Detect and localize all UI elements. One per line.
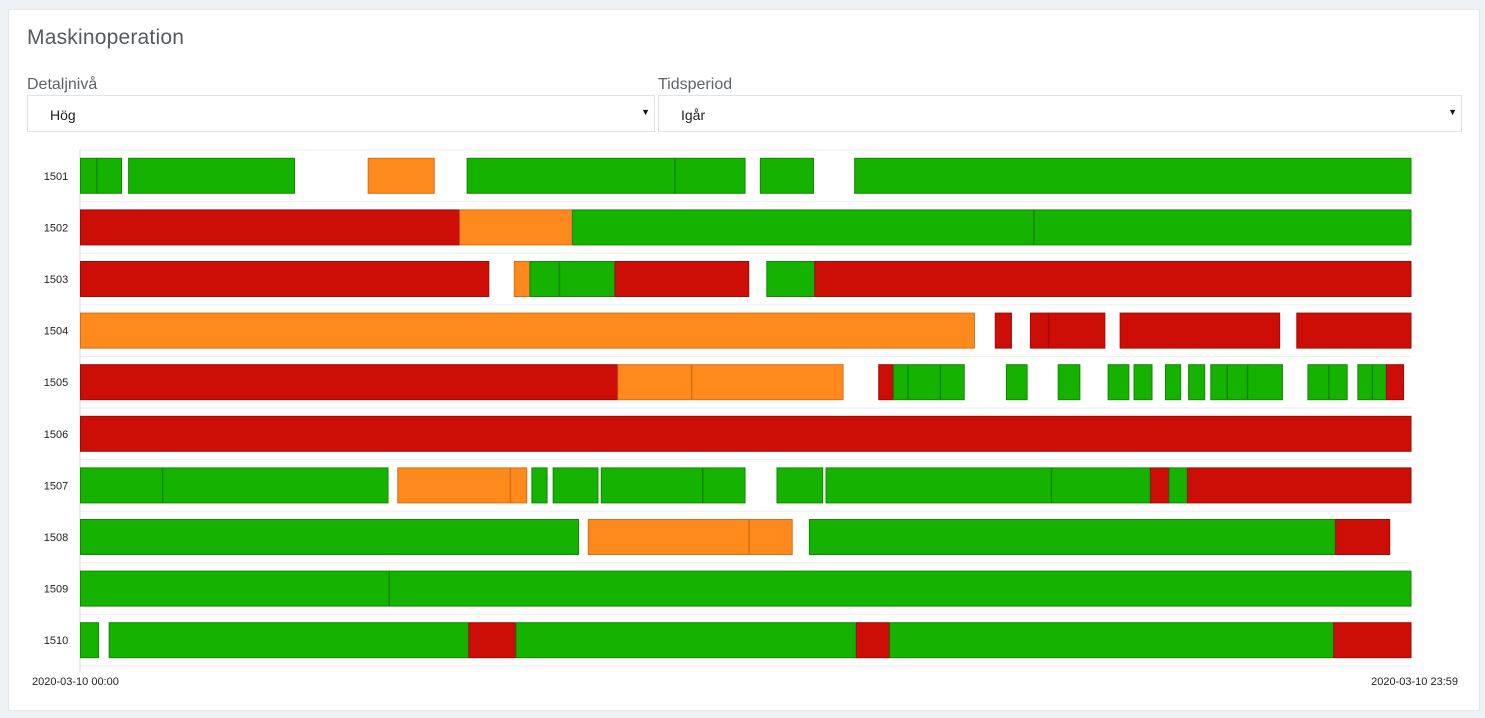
timeline-segment: [808, 519, 1336, 555]
timeline-segment: [1247, 364, 1283, 401]
chevron-down-icon: ▼: [641, 107, 650, 117]
timeline-segment: [80, 622, 99, 659]
x-start-label: 2020-03-10 00:00: [32, 676, 119, 688]
timeline-segment: [940, 364, 965, 401]
timeline-segment: [1119, 312, 1281, 349]
timeline-segment: [759, 157, 814, 194]
timeline-segment: [531, 467, 548, 504]
timeline-segment: [1372, 364, 1387, 401]
timeline-segment: [1005, 364, 1028, 401]
timeline-segment: [80, 364, 618, 401]
timeline-segment: [825, 467, 1052, 504]
row-label: 1504: [44, 326, 68, 338]
timeline-segment: [1307, 364, 1330, 401]
timeline-segment: [80, 157, 98, 194]
row-label: 1506: [44, 429, 68, 441]
card-title: Maskinoperation: [27, 26, 185, 49]
detail-level-select[interactable]: Hög ▼: [27, 95, 655, 132]
timeline-segment: [80, 209, 460, 246]
row-label: 1501: [44, 171, 68, 183]
timeline-segment: [766, 261, 815, 297]
timeline-segment: [889, 622, 1334, 659]
timeline-segment: [1210, 364, 1228, 401]
timeline-segment: [108, 622, 469, 659]
row-label: 1502: [44, 222, 68, 234]
timeline-segment: [96, 157, 123, 194]
timeline-segment: [510, 467, 528, 504]
timeline-segment: [748, 519, 793, 555]
timeline-segment: [397, 467, 511, 504]
detail-level-value: Hög: [50, 107, 76, 123]
timeline-segment: [617, 364, 692, 401]
timeline-segment: [388, 570, 1412, 607]
row-label: 1508: [44, 532, 68, 544]
timeline-segment: [878, 364, 894, 401]
time-period-label: Tidsperiod: [658, 76, 733, 93]
timeline-segment: [776, 467, 824, 504]
timeline-segment: [80, 312, 975, 349]
timeline-segment: [559, 261, 616, 297]
row-label: 1509: [44, 584, 68, 596]
timeline-segment: [459, 209, 573, 246]
timeline-segment: [513, 261, 531, 297]
timeline-segment: [466, 157, 676, 194]
timeline-segment: [1328, 364, 1348, 401]
timeline-segment: [1057, 364, 1081, 401]
row-label: 1505: [44, 377, 68, 389]
timeline-segment: [814, 261, 1412, 297]
timeline-segment: [1107, 364, 1130, 401]
timeline-segment: [1033, 209, 1412, 246]
timeline-segment: [614, 261, 750, 297]
timeline-segment: [1150, 467, 1170, 504]
chevron-down-icon: ▼: [1448, 107, 1457, 117]
timeline-segment: [1048, 312, 1106, 349]
timeline-segment: [80, 415, 1412, 452]
timeline-segment: [674, 157, 746, 194]
timeline-segment: [468, 622, 517, 659]
time-period-select[interactable]: Igår ▼: [658, 95, 1462, 132]
timeline-segment: [994, 312, 1012, 349]
row-label: 1507: [44, 480, 68, 492]
timeline-segment: [702, 467, 746, 504]
timeline-segment: [572, 209, 1035, 246]
timeline-segment: [854, 157, 1412, 194]
timeline-segment: [1335, 519, 1391, 555]
timeline-segment: [587, 519, 750, 555]
timeline-segment: [80, 570, 390, 607]
x-end-label: 2020-03-10 23:59: [1371, 676, 1458, 688]
timeline-segment: [515, 622, 857, 659]
timeline-segment: [1333, 622, 1412, 659]
row-label: 1510: [44, 635, 68, 647]
timeline-segment: [552, 467, 599, 504]
timeline-segment: [80, 467, 163, 504]
timeline-segment: [691, 364, 844, 401]
timeline-segment: [1188, 364, 1206, 401]
timeline-segment: [162, 467, 389, 504]
time-period-value: Igår: [681, 107, 706, 123]
timeline-segment: [1133, 364, 1153, 401]
timeline-segment: [600, 467, 703, 504]
timeline-segment: [1226, 364, 1248, 401]
timeline-segment: [80, 519, 580, 555]
timeline-segment: [1164, 364, 1182, 401]
timeline-segment: [856, 622, 890, 659]
timeline-segment: [1187, 467, 1412, 504]
detail-level-label: Detaljnivå: [27, 76, 98, 93]
timeline-segment: [367, 157, 435, 194]
timeline-segment: [907, 364, 941, 401]
timeline-segment: [1051, 467, 1151, 504]
timeline-segment: [529, 261, 560, 297]
timeline-segment: [80, 261, 490, 297]
timeline-segment: [893, 364, 909, 401]
timeline-segment: [1029, 312, 1049, 349]
timeline-segment: [128, 157, 296, 194]
row-label: 1503: [44, 274, 68, 286]
timeline-segment: [1296, 312, 1412, 349]
timeline-segment: [1386, 364, 1405, 401]
timeline-segment: [1168, 467, 1188, 504]
timeline-segment: [1357, 364, 1373, 401]
